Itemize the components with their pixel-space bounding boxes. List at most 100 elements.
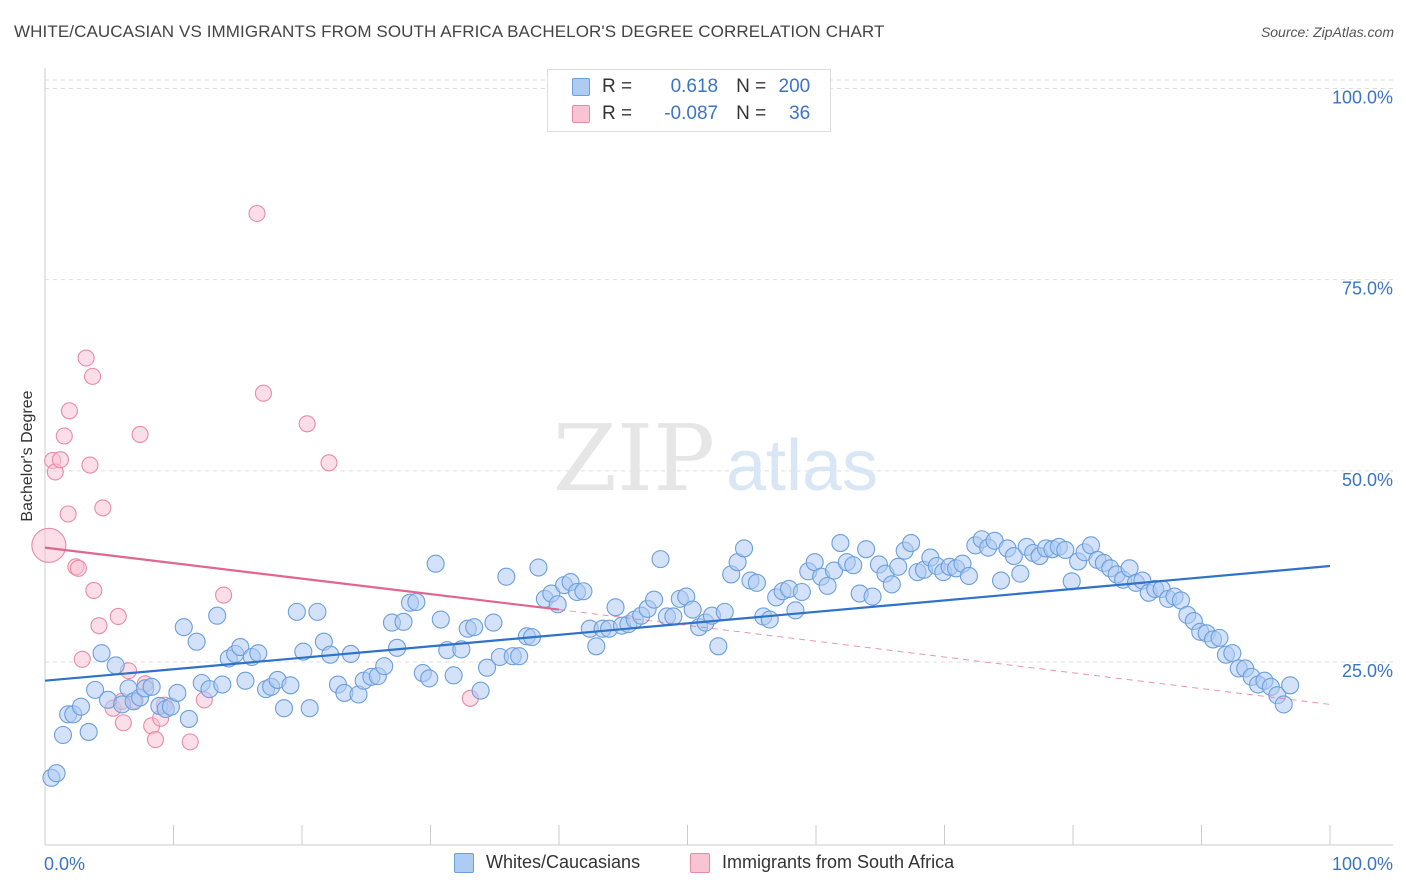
blue-point (47, 764, 66, 783)
blue-point (465, 618, 484, 637)
legend-swatch-whites (454, 852, 474, 873)
pink-point (69, 559, 87, 577)
blue-point (249, 644, 268, 663)
blue-point (497, 567, 516, 586)
blue-point (844, 556, 863, 575)
blue-point (444, 666, 463, 685)
legend-n-label: N = (736, 103, 767, 124)
blue-point (287, 602, 306, 621)
blue-point (529, 558, 548, 577)
y-tick-label: 50.0% (1342, 470, 1393, 490)
pink-point (31, 527, 67, 563)
watermark-atlas: atlas (726, 426, 878, 506)
blue-point (187, 632, 206, 651)
blue-point (747, 573, 766, 592)
blue-point (991, 571, 1011, 590)
blue-point (92, 644, 111, 663)
blue-point (71, 697, 91, 716)
legend-label-whites: Whites/Caucasians (486, 852, 641, 872)
blue-point (452, 640, 471, 659)
blue-point (426, 554, 445, 573)
blue-point (824, 561, 844, 580)
legend-n-value-whites: 200 (778, 76, 811, 97)
blue-point (1281, 676, 1300, 695)
blue-point (179, 709, 198, 728)
pink-point (59, 505, 77, 523)
trend-line-immigrants-extension (558, 609, 1331, 705)
blue-point (645, 590, 664, 609)
blue-point (574, 582, 593, 601)
grid-lines (45, 79, 1393, 663)
blue-point (274, 699, 294, 718)
legend-r-label: R = (602, 103, 633, 124)
trend-line-whites (44, 564, 1331, 682)
pink-point (51, 451, 69, 469)
blue-point (857, 540, 876, 559)
blue-point (902, 534, 921, 553)
blue-point (394, 612, 413, 631)
pink-point (73, 650, 91, 668)
blue-point (308, 602, 327, 621)
blue-point (664, 607, 683, 626)
tick-labels: 25.0% 50.0% 75.0% 100.0% 0.0% 100.0% (44, 88, 1393, 875)
watermark: ZIP atlas (553, 405, 878, 512)
blue-point (882, 575, 901, 594)
y-tick-label: 75.0% (1342, 279, 1393, 299)
blue-point (231, 638, 250, 657)
blue-point (168, 683, 187, 702)
legend-swatch-pink (572, 105, 590, 123)
legend-r-value-whites: 0.618 (670, 76, 719, 97)
blue-point (1011, 564, 1030, 583)
blue-point (1004, 547, 1023, 566)
blue-point (959, 566, 978, 585)
pink-point (215, 586, 233, 604)
blue-point (142, 677, 161, 696)
blue-point (510, 647, 529, 666)
blue-point (420, 669, 439, 688)
blue-point (281, 676, 300, 695)
legend-n-value-immigrants: 36 (789, 103, 811, 124)
pink-point (131, 425, 149, 444)
pink-point (146, 731, 165, 749)
blue-point (294, 642, 313, 661)
pink-point (320, 454, 338, 472)
data-points (31, 204, 1300, 787)
pink-point (81, 456, 99, 474)
blue-point (86, 680, 105, 699)
blue-point (79, 722, 98, 741)
blue-point (606, 598, 625, 617)
blue-point (375, 657, 394, 676)
blue-point (471, 681, 490, 700)
pink-point (181, 733, 199, 751)
blue-point (431, 610, 450, 629)
x-tick-label: 100.0% (1332, 854, 1393, 874)
blue-point (213, 675, 232, 694)
pink-point (94, 499, 112, 517)
blue-point (407, 592, 426, 611)
x-tick-label: 0.0% (44, 854, 85, 874)
blue-point (1210, 628, 1229, 647)
pink-point (60, 402, 78, 420)
blue-point (484, 613, 503, 632)
pink-point (114, 714, 132, 732)
legend-r-label: R = (602, 76, 633, 97)
pink-point (254, 384, 273, 402)
pink-point (109, 607, 127, 626)
y-tick-label: 25.0% (1342, 661, 1393, 681)
blue-point (174, 618, 193, 637)
pink-point (77, 349, 95, 367)
series-legend: Whites/Caucasians Immigrants from South … (0, 852, 1406, 878)
blue-point (236, 671, 255, 690)
blue-point (300, 699, 319, 718)
blue-point (1223, 644, 1242, 663)
pink-point (248, 204, 266, 223)
pink-point (298, 415, 316, 433)
legend-swatch-blue (572, 78, 590, 96)
source-label: Source: ZipAtlas.com (1260, 24, 1394, 40)
watermark-zip: ZIP (553, 405, 715, 512)
y-tick-label: 100.0% (1332, 88, 1393, 108)
chart-title: WHITE/CAUCASIAN VS IMMIGRANTS FROM SOUTH… (14, 22, 885, 41)
blue-point (1062, 572, 1081, 591)
blue-point (760, 610, 779, 629)
